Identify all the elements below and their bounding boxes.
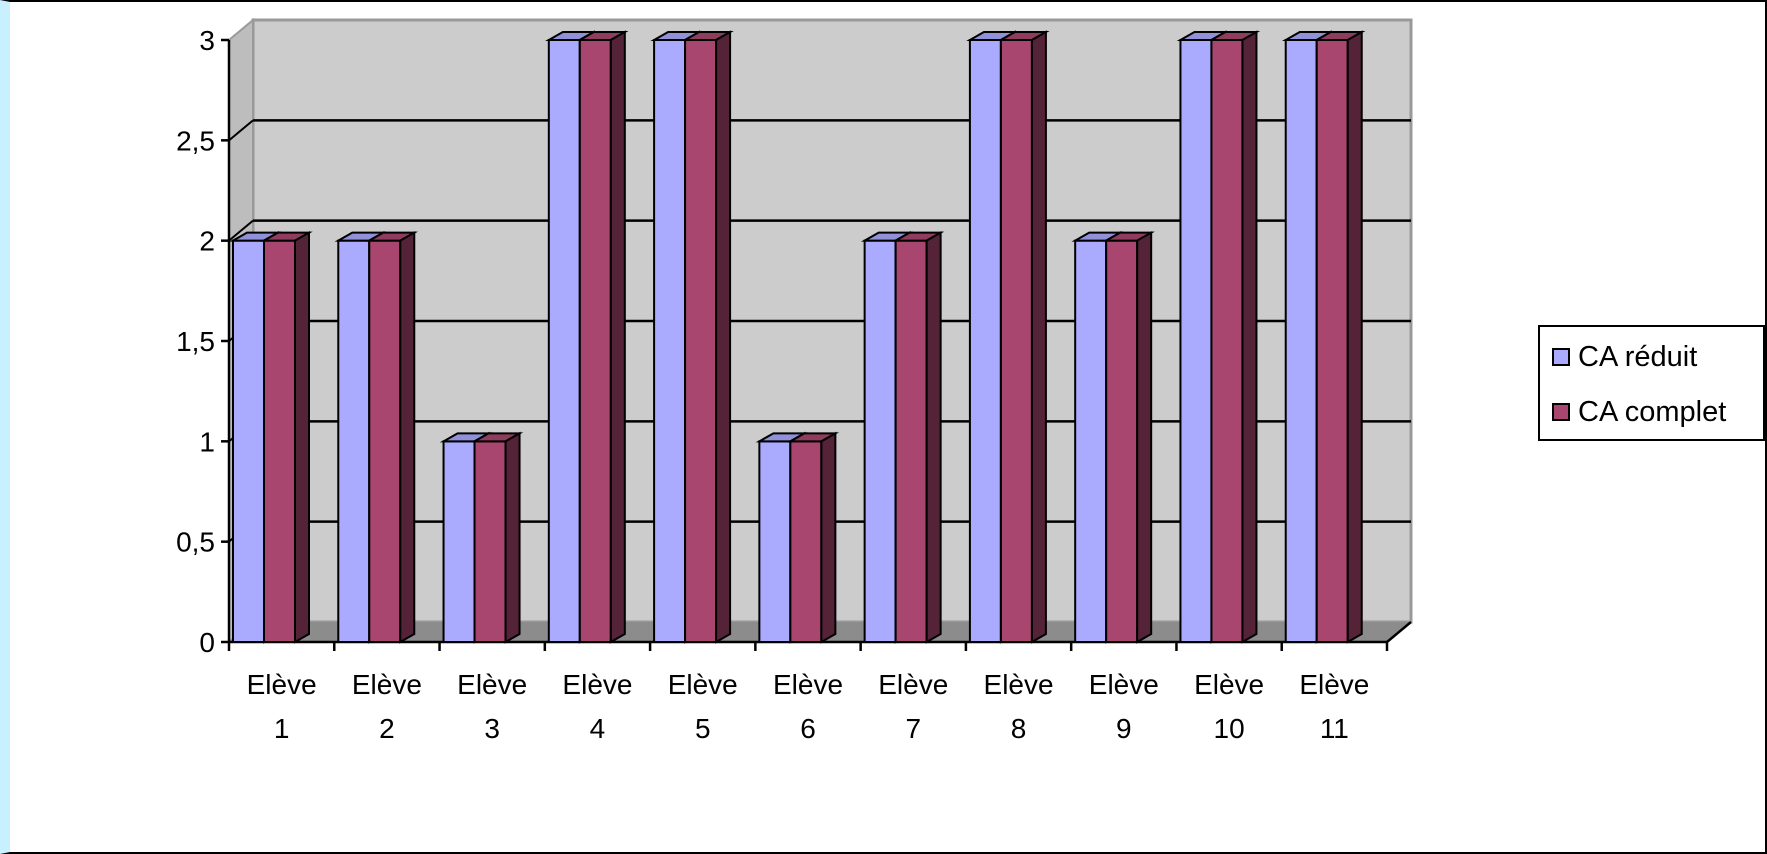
- bar-front: [863, 239, 897, 644]
- bar-front: [999, 39, 1033, 643]
- bar-front: [368, 239, 402, 644]
- x-tick-label: Elève: [247, 669, 317, 700]
- bar: [997, 30, 1050, 644]
- x-tick-label: 3: [484, 713, 500, 744]
- x-tick-label: 4: [590, 713, 606, 744]
- bar-front: [1179, 39, 1213, 643]
- bar-front: [337, 239, 371, 644]
- bar-front: [1315, 39, 1349, 643]
- bar-side: [715, 30, 732, 644]
- bar-front: [894, 239, 928, 644]
- bar-front: [578, 39, 612, 643]
- y-tick-label: 0,5: [176, 527, 215, 558]
- bar-side: [609, 30, 626, 644]
- bar-side: [399, 230, 416, 644]
- bar: [365, 230, 419, 644]
- bar-front: [789, 440, 823, 644]
- bar: [260, 230, 313, 644]
- x-tick-label: Elève: [773, 669, 843, 700]
- bar: [1312, 30, 1366, 644]
- x-tick-label: Elève: [1194, 669, 1264, 700]
- bar-front: [653, 39, 687, 643]
- bar-front: [968, 39, 1002, 643]
- bar-front: [547, 39, 581, 643]
- x-tick-label: Elève: [352, 669, 422, 700]
- y-tick-label: 1,5: [176, 326, 215, 357]
- bar: [891, 230, 945, 644]
- x-tick-label: 6: [800, 713, 816, 744]
- x-tick-label: 2: [379, 713, 395, 744]
- legend-entry-ca-complet: CA complet: [1552, 392, 1726, 432]
- bar-front: [1284, 39, 1318, 643]
- bar: [576, 30, 629, 644]
- bar-side: [1030, 30, 1047, 644]
- bar-front: [232, 239, 265, 644]
- x-tick-label: Elève: [1089, 669, 1159, 700]
- x-tick-label: 10: [1214, 713, 1245, 744]
- x-tick-label: 9: [1116, 713, 1132, 744]
- bar-front: [684, 39, 718, 643]
- x-tick-label: Elève: [562, 669, 632, 700]
- gridline-side: [228, 119, 254, 142]
- legend-entry-ca-reduit: CA réduit: [1552, 337, 1697, 377]
- bar-chart: 0 0,5 1 1,5 2 2,5 3 Elève 1 Elève 2 Elève 3 Elève 4 Elè…: [176, 17, 1413, 744]
- y-tick-label: 1: [199, 426, 215, 457]
- bar-front: [758, 440, 792, 644]
- x-tick-label: Elève: [984, 669, 1054, 700]
- x-tick-label: Elève: [878, 669, 948, 700]
- bar-front: [1210, 39, 1244, 643]
- bar: [681, 30, 734, 644]
- x-tick-label: 7: [905, 713, 921, 744]
- x-tick-label: 8: [1011, 713, 1027, 744]
- bar: [786, 431, 840, 644]
- y-tick-label: 2: [199, 226, 215, 257]
- bar-front: [473, 440, 507, 644]
- legend-swatch-ca-reduit: [1552, 348, 1570, 366]
- gridline-side: [228, 219, 254, 242]
- legend: CA réduit CA complet: [1538, 325, 1765, 441]
- x-tick-label: Elève: [457, 669, 527, 700]
- x-tick-label: 5: [695, 713, 711, 744]
- bar: [470, 431, 524, 644]
- bar: [1102, 230, 1155, 644]
- bar-front: [1074, 239, 1108, 644]
- legend-label-ca-complet: CA complet: [1578, 395, 1727, 428]
- x-tick-label: Elève: [668, 669, 738, 700]
- x-tick-label: Elève: [1299, 669, 1369, 700]
- bar-side: [294, 230, 310, 644]
- bar-front: [263, 239, 296, 644]
- bar-side: [925, 230, 942, 644]
- bar-side: [504, 431, 521, 644]
- bar-front: [1105, 239, 1139, 644]
- y-tick-label: 0: [199, 627, 215, 658]
- bar-side: [1346, 30, 1363, 644]
- x-tick-label: 11: [1320, 713, 1349, 744]
- bar-front: [442, 440, 476, 644]
- x-axis-depth: [1386, 621, 1412, 643]
- y-tick-label: 2,5: [176, 125, 215, 156]
- bar-side: [820, 431, 837, 644]
- y-tick-label: 3: [199, 25, 215, 56]
- legend-label-ca-reduit: CA réduit: [1578, 340, 1698, 373]
- bar: [1207, 30, 1261, 644]
- x-tick-label: 1: [274, 713, 290, 744]
- legend-swatch-ca-complet: [1552, 403, 1570, 421]
- bar-side: [1136, 230, 1153, 644]
- bar-side: [1241, 30, 1258, 644]
